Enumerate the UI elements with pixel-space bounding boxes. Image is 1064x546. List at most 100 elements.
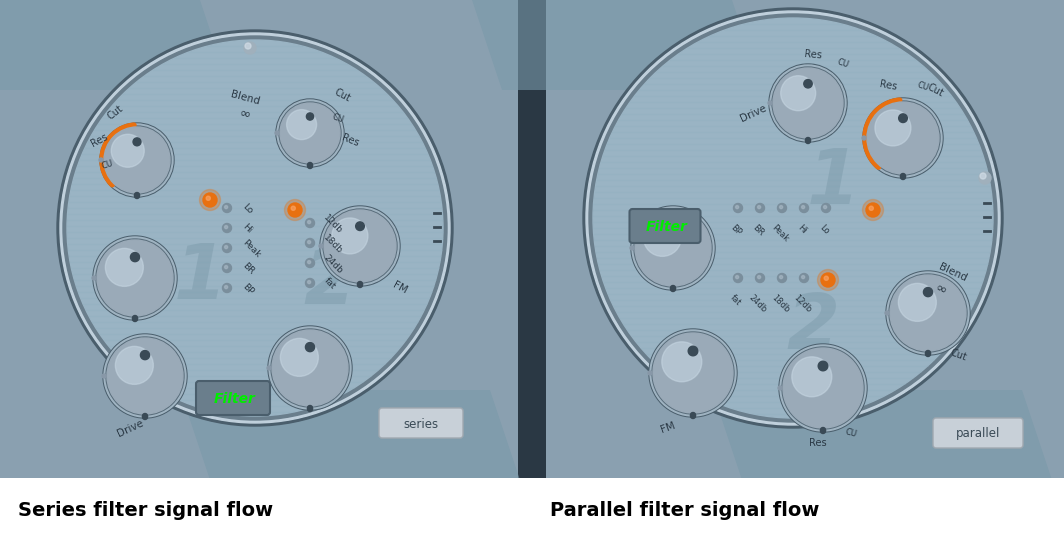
Circle shape <box>280 103 340 163</box>
Circle shape <box>886 271 970 355</box>
Circle shape <box>307 281 311 284</box>
Circle shape <box>926 351 931 355</box>
Circle shape <box>101 124 173 196</box>
Circle shape <box>133 138 140 146</box>
Circle shape <box>755 204 765 212</box>
Circle shape <box>818 361 828 371</box>
Circle shape <box>133 316 137 321</box>
Circle shape <box>670 287 676 292</box>
Circle shape <box>222 283 232 293</box>
Circle shape <box>926 352 931 357</box>
Circle shape <box>225 286 228 289</box>
Circle shape <box>245 43 251 49</box>
Text: Lo: Lo <box>242 202 254 216</box>
Circle shape <box>143 413 148 418</box>
Text: Res: Res <box>89 132 110 149</box>
Circle shape <box>634 209 712 287</box>
Circle shape <box>890 274 967 352</box>
Circle shape <box>131 253 139 262</box>
Circle shape <box>134 193 139 199</box>
Text: Cut: Cut <box>105 103 124 121</box>
Circle shape <box>649 329 737 417</box>
Circle shape <box>890 275 966 351</box>
Circle shape <box>799 274 809 282</box>
Circle shape <box>589 14 997 422</box>
Text: Blend: Blend <box>937 262 968 284</box>
Circle shape <box>305 239 315 247</box>
Text: series: series <box>403 418 438 430</box>
Circle shape <box>104 127 170 193</box>
Circle shape <box>650 330 736 416</box>
Circle shape <box>774 68 843 138</box>
Circle shape <box>358 282 363 287</box>
Circle shape <box>305 278 315 288</box>
Text: Res: Res <box>810 438 827 448</box>
Circle shape <box>867 102 940 174</box>
Circle shape <box>320 206 400 286</box>
Text: Cut: Cut <box>926 81 945 98</box>
Circle shape <box>244 42 256 54</box>
Circle shape <box>105 248 144 286</box>
Circle shape <box>275 131 279 135</box>
Circle shape <box>94 237 176 319</box>
Circle shape <box>225 205 228 209</box>
Circle shape <box>780 345 866 431</box>
Circle shape <box>778 204 786 212</box>
Circle shape <box>869 206 874 210</box>
Circle shape <box>99 158 103 162</box>
Circle shape <box>735 276 738 278</box>
Circle shape <box>106 337 184 415</box>
Circle shape <box>803 80 812 88</box>
Text: Res: Res <box>879 80 898 92</box>
Text: Parallel filter signal flow: Parallel filter signal flow <box>550 501 819 519</box>
Circle shape <box>688 346 698 356</box>
Circle shape <box>652 332 734 414</box>
Circle shape <box>630 246 634 250</box>
Text: 2: 2 <box>303 246 356 320</box>
Circle shape <box>887 272 969 354</box>
Circle shape <box>276 99 344 167</box>
Circle shape <box>780 205 783 209</box>
Circle shape <box>979 172 991 184</box>
Circle shape <box>269 327 351 409</box>
Text: Drive: Drive <box>115 418 145 438</box>
Circle shape <box>305 342 315 352</box>
Circle shape <box>358 282 363 288</box>
Circle shape <box>900 174 905 179</box>
Text: ∞: ∞ <box>933 281 949 299</box>
Circle shape <box>632 207 714 289</box>
Circle shape <box>307 407 313 412</box>
Circle shape <box>288 203 302 217</box>
FancyBboxPatch shape <box>933 418 1023 448</box>
Circle shape <box>644 218 681 257</box>
Circle shape <box>866 101 940 175</box>
Circle shape <box>271 329 349 407</box>
Circle shape <box>203 193 217 207</box>
FancyBboxPatch shape <box>196 381 270 415</box>
Circle shape <box>206 196 211 200</box>
Circle shape <box>821 273 835 287</box>
Circle shape <box>97 240 173 316</box>
Text: 12db: 12db <box>792 293 813 314</box>
Circle shape <box>133 317 137 322</box>
Circle shape <box>778 274 786 282</box>
Circle shape <box>782 347 864 429</box>
Text: 1: 1 <box>807 146 860 220</box>
Polygon shape <box>472 0 762 90</box>
Circle shape <box>323 209 397 283</box>
Text: Cut: Cut <box>332 87 352 103</box>
Circle shape <box>307 406 313 411</box>
Circle shape <box>863 199 883 221</box>
Circle shape <box>321 207 399 285</box>
Circle shape <box>272 330 348 406</box>
Circle shape <box>332 218 368 254</box>
Text: 12db: 12db <box>322 213 345 235</box>
Circle shape <box>225 246 228 248</box>
Text: Cut: Cut <box>948 347 967 363</box>
Circle shape <box>648 371 652 375</box>
Text: Drive: Drive <box>738 103 768 123</box>
Circle shape <box>305 258 315 268</box>
Circle shape <box>733 274 743 282</box>
Circle shape <box>769 64 847 142</box>
Circle shape <box>225 225 228 229</box>
